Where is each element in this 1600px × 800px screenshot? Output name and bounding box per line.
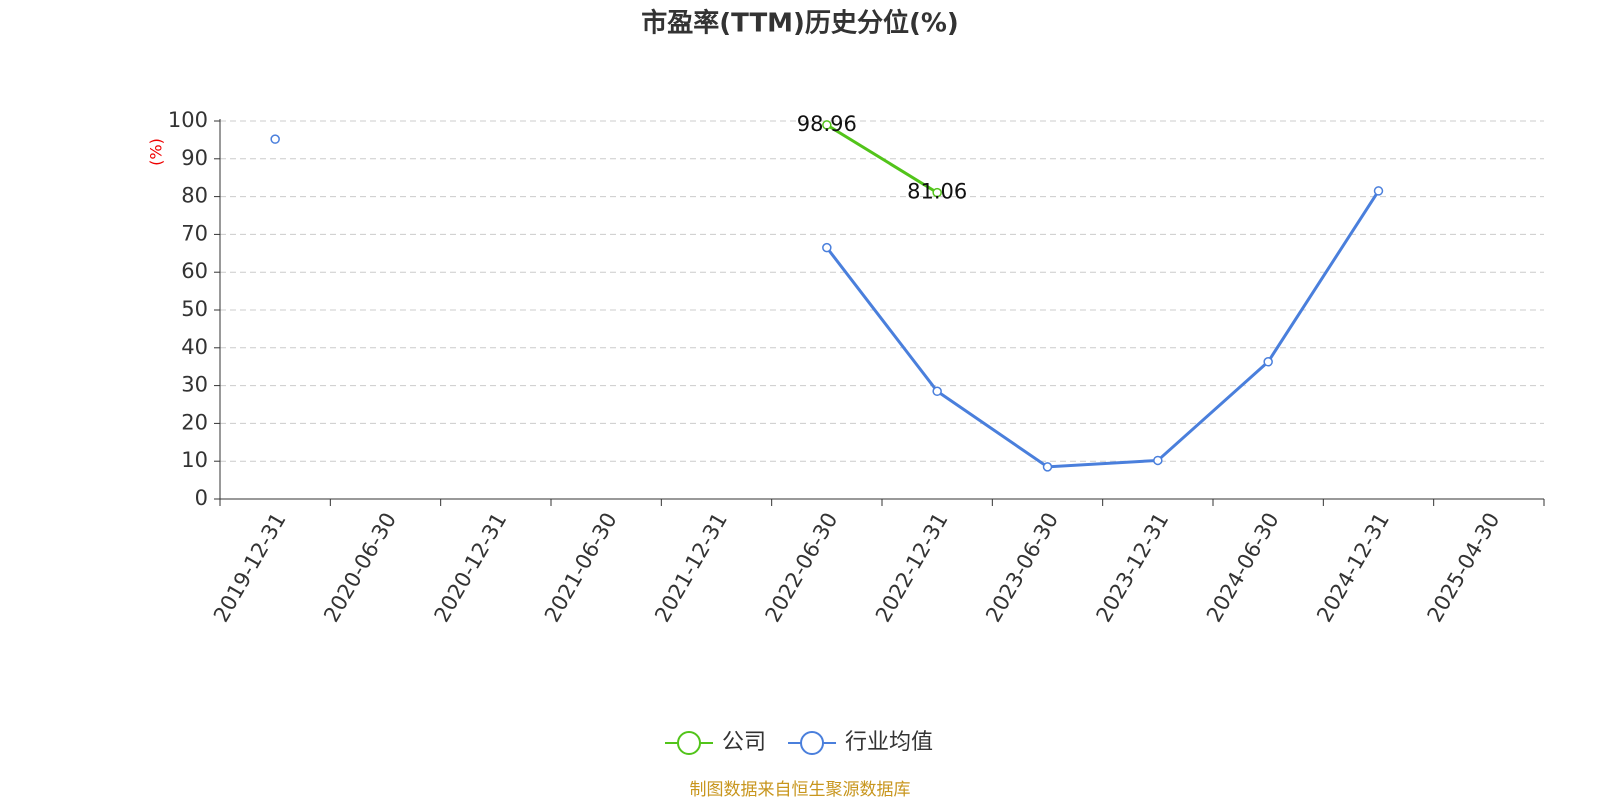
data-label: 81.06 — [907, 180, 967, 204]
x-tick-label: 2020-06-30 — [319, 509, 401, 627]
series-line — [826, 123, 938, 194]
legend-item[interactable]: 公司 — [665, 730, 766, 755]
x-tick-label: 2022-12-31 — [871, 509, 953, 627]
data-point — [1373, 186, 1384, 196]
legend-label: 行业均值 — [845, 730, 933, 755]
y-tick-label: 40 — [181, 335, 208, 359]
data-point — [1042, 462, 1053, 472]
y-tick-label: 50 — [181, 297, 208, 321]
y-axis-label: (%) — [147, 138, 166, 166]
y-tick-label: 30 — [181, 373, 208, 397]
y-tick-label: 20 — [181, 410, 208, 434]
y-tick-label: 80 — [181, 184, 208, 208]
x-tick-label: 2022-06-30 — [761, 509, 843, 627]
legend-item[interactable]: 行业均值 — [788, 730, 933, 755]
data-point — [822, 242, 832, 253]
y-tick-label: 70 — [181, 221, 208, 245]
x-tick-label: 2021-06-30 — [540, 509, 622, 627]
y-tick-label: 90 — [181, 146, 208, 170]
data-point — [1263, 357, 1273, 367]
y-tick-label: 100 — [168, 108, 208, 132]
legend-label: 公司 — [722, 730, 766, 755]
y-tick-label: 60 — [181, 259, 208, 283]
series-line — [825, 190, 1380, 469]
legend-icon — [677, 731, 701, 755]
x-tick-label: 2019-12-31 — [209, 509, 291, 627]
data-point — [1153, 455, 1163, 466]
chart-title: 市盈率(TTM)历史分位(%) — [641, 8, 959, 39]
x-tick-label: 2023-06-30 — [981, 509, 1063, 627]
data-point — [932, 386, 942, 397]
x-tick-label: 2023-12-31 — [1092, 509, 1174, 627]
y-tick-label: 10 — [181, 448, 208, 472]
source-note: 制图数据来自恒生聚源数据库 — [690, 780, 911, 800]
x-tick-label: 2024-12-31 — [1312, 509, 1394, 627]
data-label: 98.96 — [797, 112, 857, 136]
x-tick-label: 2025-04-30 — [1423, 509, 1505, 627]
data-point — [822, 120, 832, 130]
data-point — [932, 187, 942, 198]
legend-icon — [800, 731, 825, 755]
y-tick-label: 0 — [195, 486, 208, 510]
x-tick-label: 2021-12-31 — [650, 509, 732, 627]
data-point — [270, 134, 280, 144]
x-tick-label: 2024-06-30 — [1202, 509, 1284, 627]
x-tick-label: 2020-12-31 — [430, 509, 512, 627]
